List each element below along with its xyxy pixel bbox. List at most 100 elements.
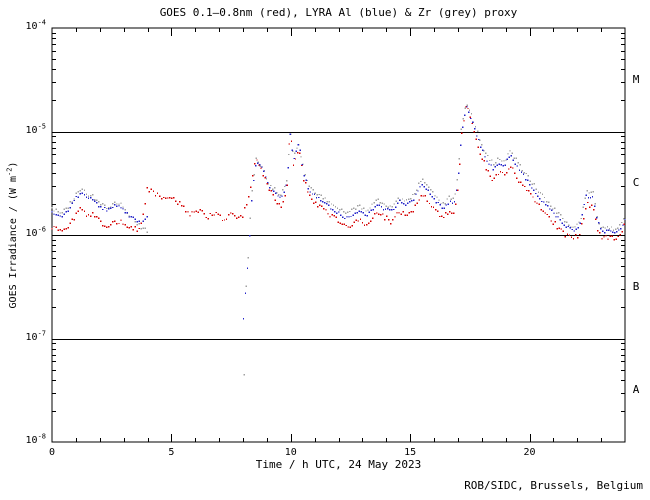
data-point-lyra-zr-proxy bbox=[409, 198, 412, 200]
data-point-goes-0-1-0-8nm bbox=[357, 220, 360, 222]
x-tick-label: 10 bbox=[284, 447, 297, 458]
data-point-lyra-al bbox=[364, 214, 366, 216]
data-point-lyra-al bbox=[602, 230, 604, 232]
data-point-lyra-zr-proxy bbox=[596, 215, 598, 218]
data-point-lyra-zr-proxy bbox=[503, 160, 505, 162]
data-point-goes-0-1-0-8nm bbox=[461, 132, 463, 135]
data-point-lyra-zr-proxy bbox=[267, 183, 270, 185]
data-point-goes-0-1-0-8nm bbox=[71, 218, 73, 220]
data-point-goes-0-1-0-8nm bbox=[422, 195, 425, 197]
data-point-goes-0-1-0-8nm bbox=[384, 219, 386, 221]
data-point-lyra-al bbox=[57, 214, 59, 216]
data-point-goes-0-1-0-8nm bbox=[562, 230, 565, 232]
data-point-lyra-al bbox=[75, 195, 78, 198]
data-point-goes-0-1-0-8nm bbox=[256, 159, 258, 161]
data-point-lyra-al bbox=[433, 198, 435, 200]
data-point-lyra-zr-proxy bbox=[470, 113, 473, 115]
data-point-lyra-al bbox=[368, 211, 370, 213]
data-point-lyra-al bbox=[435, 202, 437, 204]
data-point-lyra-al bbox=[459, 144, 462, 146]
data-point-lyra-al bbox=[354, 212, 356, 214]
data-point-goes-0-1-0-8nm bbox=[333, 215, 335, 217]
data-point-lyra-al bbox=[382, 209, 385, 211]
data-point-lyra-zr-proxy bbox=[527, 174, 529, 177]
data-point-lyra-al bbox=[610, 230, 612, 232]
data-point-lyra-zr-proxy bbox=[614, 228, 617, 230]
data-point-goes-0-1-0-8nm bbox=[217, 213, 220, 215]
data-point-lyra-zr-proxy bbox=[59, 212, 61, 214]
data-point-lyra-al bbox=[563, 224, 565, 226]
data-point-goes-0-1-0-8nm bbox=[227, 213, 230, 216]
data-point-goes-0-1-0-8nm bbox=[603, 235, 605, 238]
data-point-lyra-zr-proxy bbox=[138, 223, 140, 225]
data-point-goes-0-1-0-8nm bbox=[499, 170, 502, 173]
data-point-lyra-al bbox=[528, 184, 531, 186]
data-point-lyra-zr-proxy bbox=[379, 202, 381, 204]
data-point-lyra-zr-proxy bbox=[592, 191, 594, 193]
data-point-goes-0-1-0-8nm bbox=[132, 229, 134, 231]
data-point-goes-0-1-0-8nm bbox=[276, 202, 278, 205]
data-point-lyra-zr-proxy bbox=[505, 159, 507, 162]
data-point-lyra-al bbox=[539, 197, 541, 200]
data-point-lyra-al bbox=[608, 229, 610, 232]
data-point-lyra-al bbox=[614, 232, 616, 234]
data-point-goes-0-1-0-8nm bbox=[284, 195, 287, 197]
data-point-goes-0-1-0-8nm bbox=[290, 140, 293, 142]
data-point-goes-0-1-0-8nm bbox=[112, 221, 114, 223]
data-point-lyra-al bbox=[81, 192, 84, 194]
data-point-goes-0-1-0-8nm bbox=[453, 212, 455, 214]
data-point-goes-0-1-0-8nm bbox=[489, 175, 491, 178]
data-point-goes-0-1-0-8nm bbox=[514, 172, 516, 174]
data-point-goes-0-1-0-8nm bbox=[223, 219, 226, 221]
data-point-goes-0-1-0-8nm bbox=[615, 238, 617, 241]
data-point-goes-0-1-0-8nm bbox=[351, 225, 353, 227]
data-point-goes-0-1-0-8nm bbox=[140, 222, 142, 225]
data-point-goes-0-1-0-8nm bbox=[595, 218, 597, 221]
data-point-lyra-zr-proxy bbox=[497, 157, 499, 159]
data-point-lyra-zr-proxy bbox=[422, 178, 424, 180]
data-point-goes-0-1-0-8nm bbox=[146, 187, 149, 189]
data-point-lyra-al bbox=[478, 138, 480, 141]
data-point-lyra-al bbox=[122, 208, 124, 210]
data-point-lyra-al bbox=[587, 197, 590, 199]
data-point-goes-0-1-0-8nm bbox=[288, 143, 291, 145]
data-point-lyra-zr-proxy bbox=[122, 206, 124, 208]
data-point-lyra-zr-proxy bbox=[280, 194, 282, 197]
data-point-lyra-al bbox=[277, 195, 279, 197]
data-point-lyra-al bbox=[399, 199, 401, 202]
data-point-lyra-al bbox=[114, 204, 116, 206]
data-point-lyra-zr-proxy bbox=[529, 180, 531, 182]
data-point-lyra-zr-proxy bbox=[336, 207, 339, 209]
data-point-goes-0-1-0-8nm bbox=[323, 208, 325, 210]
data-point-lyra-al bbox=[474, 127, 476, 130]
data-point-goes-0-1-0-8nm bbox=[613, 238, 615, 241]
data-point-lyra-al bbox=[395, 206, 397, 209]
data-point-goes-0-1-0-8nm bbox=[501, 171, 504, 174]
data-point-goes-0-1-0-8nm bbox=[382, 213, 384, 215]
data-point-goes-0-1-0-8nm bbox=[79, 207, 82, 209]
data-point-goes-0-1-0-8nm bbox=[106, 226, 108, 228]
data-point-lyra-al bbox=[407, 202, 409, 204]
data-point-lyra-zr-proxy bbox=[414, 193, 416, 195]
x-tick-label: 0 bbox=[48, 447, 56, 458]
data-point-lyra-al bbox=[330, 208, 332, 210]
data-point-lyra-zr-proxy bbox=[265, 178, 268, 180]
data-point-lyra-zr-proxy bbox=[120, 202, 122, 204]
data-point-goes-0-1-0-8nm bbox=[128, 227, 130, 229]
data-point-goes-0-1-0-8nm bbox=[550, 220, 552, 222]
data-point-lyra-zr-proxy bbox=[261, 166, 264, 168]
data-point-lyra-al bbox=[142, 220, 144, 222]
data-point-goes-0-1-0-8nm bbox=[130, 225, 132, 228]
data-point-goes-0-1-0-8nm bbox=[623, 223, 625, 225]
data-point-goes-0-1-0-8nm bbox=[221, 219, 224, 222]
data-point-goes-0-1-0-8nm bbox=[566, 233, 569, 235]
data-point-lyra-zr-proxy bbox=[621, 221, 623, 224]
data-point-goes-0-1-0-8nm bbox=[374, 212, 376, 215]
data-point-goes-0-1-0-8nm bbox=[317, 205, 319, 208]
data-point-lyra-zr-proxy bbox=[104, 204, 106, 206]
data-point-goes-0-1-0-8nm bbox=[436, 210, 439, 212]
data-point-lyra-zr-proxy bbox=[509, 150, 511, 152]
data-point-lyra-zr-proxy bbox=[468, 109, 471, 111]
data-point-lyra-zr-proxy bbox=[108, 207, 110, 209]
data-point-lyra-zr-proxy bbox=[489, 159, 491, 162]
